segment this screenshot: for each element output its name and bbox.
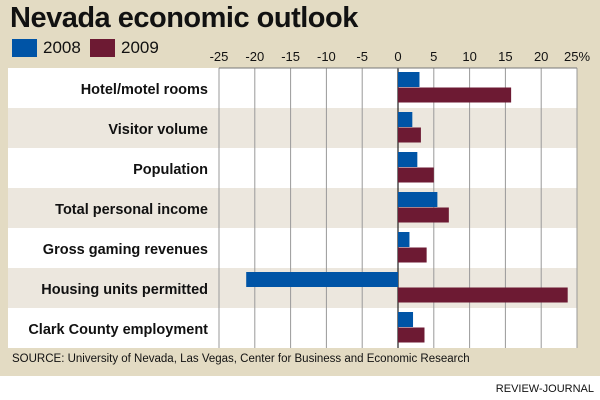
bar-chart: -25 -20 -15 -10 -5 0 5 10 15 20 25% Hotel/motel roo… — [8, 49, 590, 348]
bar-2008 — [398, 232, 410, 247]
bar-2008 — [398, 312, 414, 327]
x-tick-label: -25 — [210, 49, 229, 64]
bar-2009 — [398, 287, 568, 303]
x-tick-label: -20 — [245, 49, 264, 64]
bar-2009 — [398, 327, 425, 343]
row-background — [8, 148, 577, 188]
legend-item-2008: 2008 — [12, 38, 81, 58]
x-tick-label: 15 — [498, 49, 512, 64]
category-label: Total personal income — [55, 202, 208, 218]
category-label: Hotel/motel rooms — [81, 82, 208, 98]
x-tick-label: 10 — [462, 49, 476, 64]
legend-item-2009: 2009 — [90, 38, 159, 58]
bar-2009 — [398, 247, 427, 263]
chart-title: Nevada economic outlook — [10, 2, 358, 34]
legend-swatch-2009 — [90, 39, 115, 57]
bar-2008 — [246, 272, 398, 287]
bar-2009 — [398, 207, 449, 223]
row-background — [8, 308, 577, 348]
bar-2009 — [398, 127, 421, 143]
x-tick-label: -10 — [317, 49, 336, 64]
bar-2009 — [398, 87, 512, 103]
x-tick-label: 25% — [564, 49, 590, 64]
category-label: Population — [133, 162, 208, 178]
bar-2008 — [398, 72, 420, 87]
x-tick-label: 5 — [430, 49, 437, 64]
row-background — [8, 228, 577, 268]
x-tick-label: -5 — [356, 49, 368, 64]
legend-label-2008: 2008 — [43, 38, 81, 57]
legend-label-2009: 2009 — [121, 38, 159, 57]
x-tick-label: 0 — [394, 49, 401, 64]
category-label: Clark County employment — [28, 322, 208, 338]
bar-2008 — [398, 192, 438, 207]
bar-2009 — [398, 167, 434, 183]
category-label: Visitor volume — [108, 122, 208, 138]
bar-2008 — [398, 112, 413, 127]
category-label: Gross gaming revenues — [43, 242, 208, 258]
x-tick-label: 20 — [534, 49, 548, 64]
x-tick-label: -15 — [281, 49, 300, 64]
source-note: SOURCE: University of Nevada, Las Vegas,… — [12, 353, 470, 365]
category-label: Housing units permitted — [41, 282, 208, 298]
credit: REVIEW-JOURNAL — [495, 383, 594, 395]
bar-2008 — [398, 152, 418, 167]
legend-swatch-2008 — [12, 39, 37, 57]
row-background — [8, 188, 577, 228]
row-background — [8, 108, 577, 148]
